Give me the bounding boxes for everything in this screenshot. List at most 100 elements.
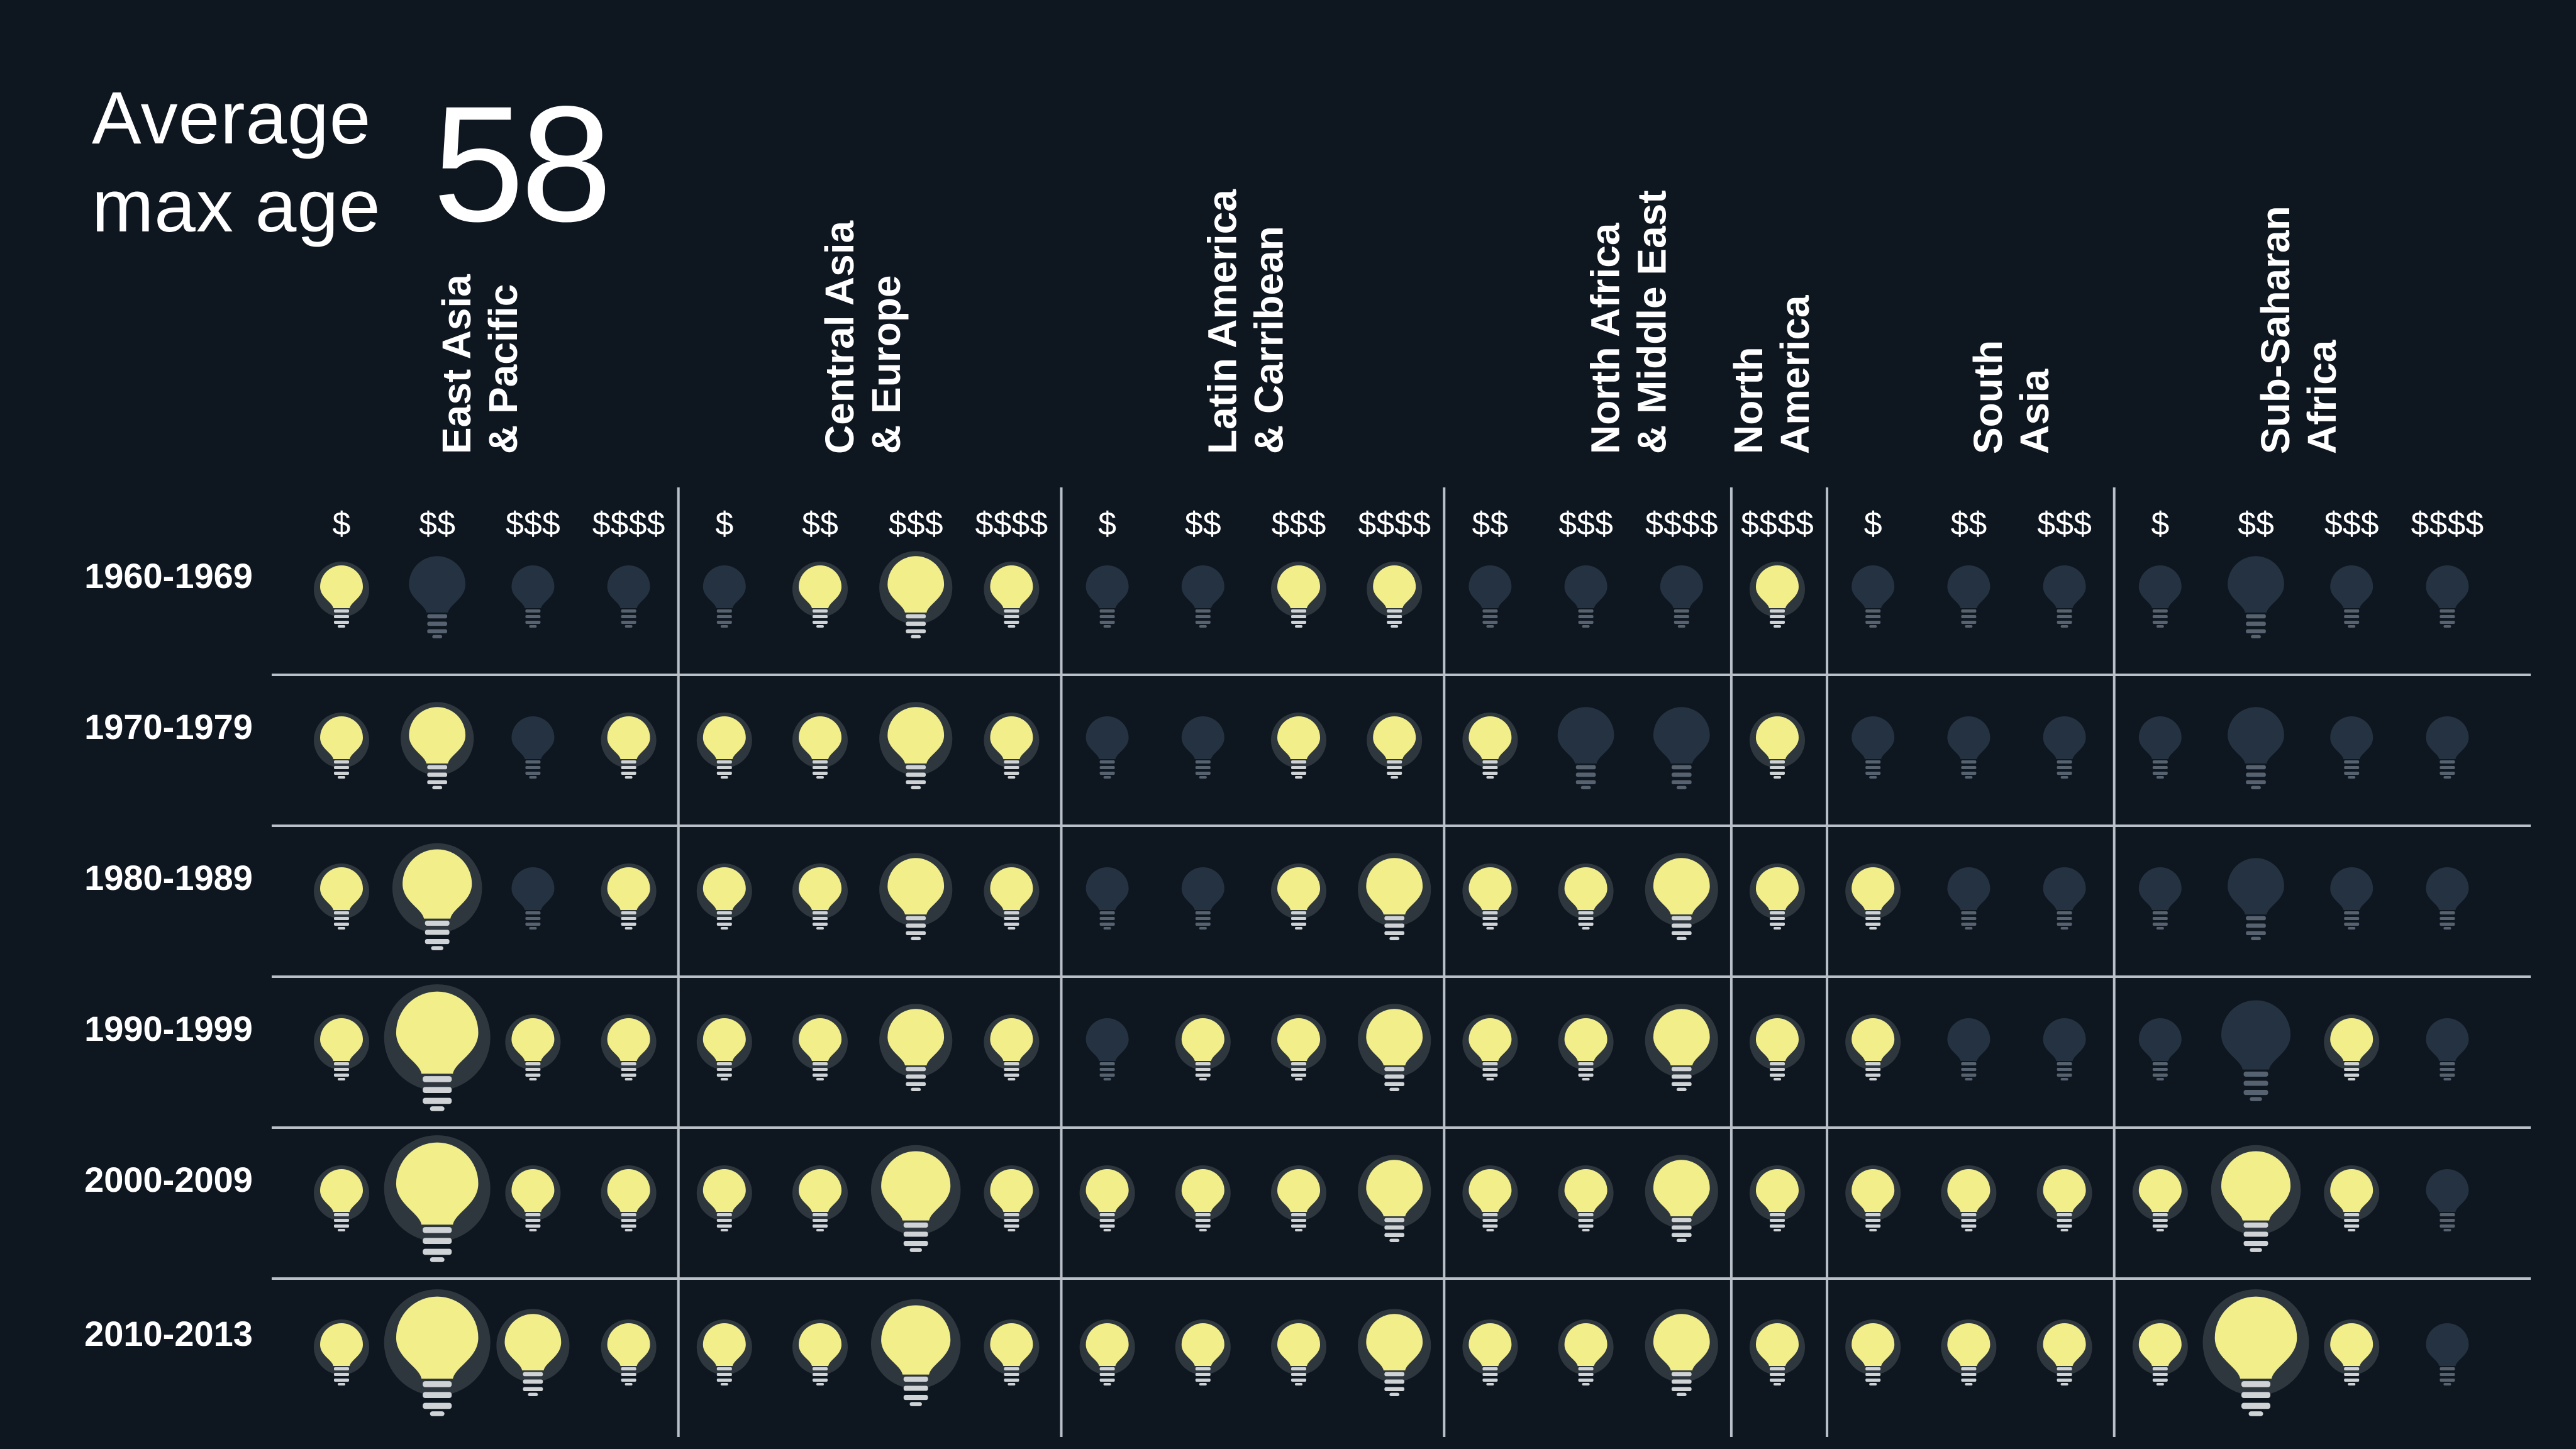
- lit-bulb: [1462, 1014, 1518, 1080]
- region-header: South Asia: [1965, 340, 2057, 454]
- lit-bulb: [870, 1299, 961, 1406]
- lit-bulb: [1462, 713, 1518, 779]
- lit-bulb: [1750, 1165, 1805, 1231]
- lit-bulb: [984, 1319, 1040, 1385]
- income-tier-label: $$: [419, 506, 455, 542]
- lit-bulb: [1358, 853, 1431, 940]
- lit-bulb: [1750, 713, 1805, 779]
- lit-bulb: [1462, 863, 1518, 930]
- income-tier-label: $$: [2238, 506, 2274, 542]
- lit-bulb: [870, 1145, 961, 1252]
- unlit-bulb: [1085, 867, 1129, 930]
- lit-bulb: [601, 1319, 657, 1385]
- lit-bulb: [792, 1319, 848, 1385]
- lit-bulb: [879, 1004, 953, 1091]
- income-tier-label: $$$: [1272, 506, 1326, 542]
- income-tier-label: $: [333, 506, 351, 542]
- lit-bulb: [879, 702, 953, 789]
- region-label-line: Africa: [2299, 340, 2345, 454]
- decade-label: 1980-1989: [84, 858, 253, 897]
- region-label-line: & Europe: [863, 275, 909, 454]
- unlit-bulb: [2043, 1018, 2086, 1080]
- lit-bulb: [984, 713, 1040, 779]
- lit-bulb: [984, 863, 1040, 930]
- lit-bulb: [1175, 1014, 1231, 1080]
- unlit-bulb: [1085, 1018, 1129, 1080]
- lit-bulb: [1079, 1319, 1135, 1385]
- lit-bulb: [1845, 1014, 1901, 1080]
- lit-bulb: [2132, 1165, 2188, 1231]
- lit-bulb: [601, 1014, 657, 1080]
- unlit-bulb: [702, 565, 746, 628]
- lit-bulb: [314, 713, 369, 779]
- unlit-bulb: [2138, 716, 2182, 779]
- decade-label: 1990-1999: [84, 1009, 253, 1048]
- unlit-bulb: [2221, 1000, 2291, 1101]
- unlit-bulb: [2043, 565, 2086, 628]
- unlit-bulb: [2138, 565, 2182, 628]
- lit-bulb: [1271, 1319, 1326, 1385]
- lit-bulb: [1941, 1165, 1997, 1231]
- lit-bulb: [1558, 1319, 1614, 1385]
- lit-bulb: [2132, 1319, 2188, 1385]
- lit-bulb: [1941, 1319, 1997, 1385]
- region-label-line: South: [1965, 340, 2011, 454]
- lit-bulb: [1271, 1014, 1326, 1080]
- lit-bulb: [696, 863, 752, 930]
- lit-bulb: [792, 1014, 848, 1080]
- unlit-bulb: [1085, 716, 1129, 779]
- income-tier-label: $: [1098, 506, 1116, 542]
- chart-title-line-2: max age: [92, 165, 381, 248]
- lit-bulb: [1750, 562, 1805, 628]
- unlit-bulb: [2228, 707, 2284, 789]
- income-tier-label: $$$: [506, 506, 560, 542]
- unlit-bulb: [1852, 716, 1895, 779]
- lit-bulb: [314, 1319, 369, 1385]
- unlit-bulb: [511, 565, 555, 628]
- region-label-line: America: [1772, 295, 1818, 454]
- lit-bulb: [2036, 1165, 2092, 1231]
- lit-bulb: [984, 1014, 1040, 1080]
- decade-label: 1960-1969: [84, 556, 253, 596]
- chart-title: Average max age: [92, 74, 381, 250]
- lit-bulb: [1079, 1165, 1135, 1231]
- income-tier-label: $$$$: [1645, 506, 1718, 542]
- lit-bulb: [1358, 1004, 1431, 1091]
- income-tier-label: $$$: [889, 506, 943, 542]
- income-tier-label: $$: [1185, 506, 1221, 542]
- region-header: North Africa & Middle East: [1582, 190, 1674, 454]
- unlit-bulb: [1564, 565, 1607, 628]
- income-tier-label: $: [715, 506, 733, 542]
- income-tier-label: $$$: [1558, 506, 1613, 542]
- lit-bulb: [384, 1289, 491, 1416]
- region-label-line: East Asia: [434, 274, 479, 454]
- lit-bulb: [1750, 1319, 1805, 1385]
- income-tier-label: $$$$: [2411, 506, 2484, 542]
- unlit-bulb: [2330, 867, 2373, 930]
- lit-bulb: [601, 1165, 657, 1231]
- unlit-bulb: [2228, 556, 2284, 638]
- lit-bulb: [1558, 863, 1614, 930]
- unlit-bulb: [2138, 867, 2182, 930]
- region-header: Central Asia & Europe: [817, 221, 909, 455]
- lit-bulb: [879, 853, 953, 940]
- lit-bulb: [1645, 1155, 1718, 1242]
- unlit-bulb: [2426, 1169, 2469, 1231]
- average-max-age-value: 58: [433, 72, 612, 256]
- unlit-bulb: [1653, 707, 1710, 789]
- unlit-bulb: [511, 867, 555, 930]
- unlit-bulb: [2426, 565, 2469, 628]
- income-tier-label: $$$: [2037, 506, 2092, 542]
- lit-bulb: [1271, 863, 1326, 930]
- unlit-bulb: [511, 716, 555, 779]
- lit-bulb: [984, 1165, 1040, 1231]
- region-header: North America: [1726, 295, 1818, 454]
- unlit-bulb: [2330, 716, 2373, 779]
- lit-bulb: [1271, 713, 1326, 779]
- chart-title-line-1: Average: [92, 77, 372, 160]
- unlit-bulb: [2426, 867, 2469, 930]
- region-label-line: & Pacific: [480, 284, 526, 454]
- region-header: East Asia & Pacific: [434, 274, 526, 454]
